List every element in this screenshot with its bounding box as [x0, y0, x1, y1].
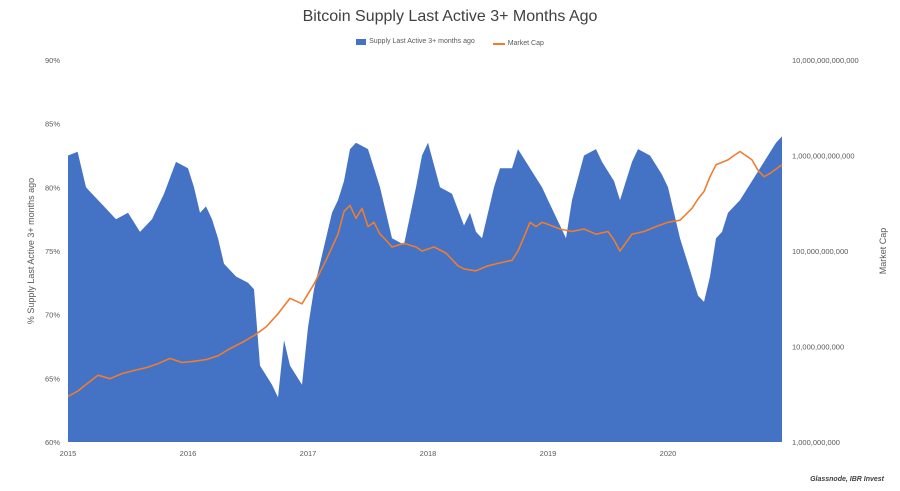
x-tick-label: 2019: [540, 449, 557, 458]
y-left-tick-label: 85%: [45, 120, 60, 129]
legend-label-supply: Supply Last Active 3+ months ago: [369, 38, 475, 45]
x-tick-label: 2016: [180, 449, 197, 458]
legend-swatch-market-cap: [492, 42, 505, 45]
legend-item-market-cap: Market Cap: [492, 40, 544, 47]
x-tick-label: 2020: [660, 449, 677, 458]
y-right-tick-label: 10,000,000,000: [792, 343, 844, 352]
legend-label-market-cap: Market Cap: [507, 40, 544, 47]
y-left-tick-label: 75%: [45, 247, 60, 256]
x-tick-label: 2015: [60, 449, 77, 458]
y-left-tick-label: 90%: [45, 56, 60, 65]
y-right-tick-label: 1,000,000,000,000: [792, 152, 855, 161]
y-left-axis-title: % Supply Last Active 3+ months ago: [26, 178, 36, 324]
legend: Supply Last Active 3+ months ago Market …: [0, 38, 900, 47]
y-left-tick-label: 70%: [45, 311, 60, 320]
x-tick-label: 2018: [420, 449, 437, 458]
y-right-tick-label: 1,000,000,000: [792, 438, 840, 447]
x-tick-label: 2017: [300, 449, 317, 458]
y-left-tick-label: 60%: [45, 438, 60, 447]
y-right-tick-label: 100,000,000,000: [792, 247, 848, 256]
y-left-tick-label: 80%: [45, 183, 60, 192]
legend-item-supply: Supply Last Active 3+ months ago: [356, 38, 475, 45]
source-note: Glassnode, IBR Invest: [810, 476, 884, 483]
y-right-axis-title: Market Cap: [878, 228, 888, 275]
series-line-market-cap: [67, 150, 783, 398]
y-right-tick-label: 10,000,000,000,000: [792, 56, 859, 65]
chart-title: Bitcoin Supply Last Active 3+ Months Ago: [302, 8, 598, 25]
legend-swatch-supply: [356, 38, 367, 45]
y-left-tick-label: 65%: [45, 374, 60, 383]
series-area-supply: [68, 136, 782, 442]
